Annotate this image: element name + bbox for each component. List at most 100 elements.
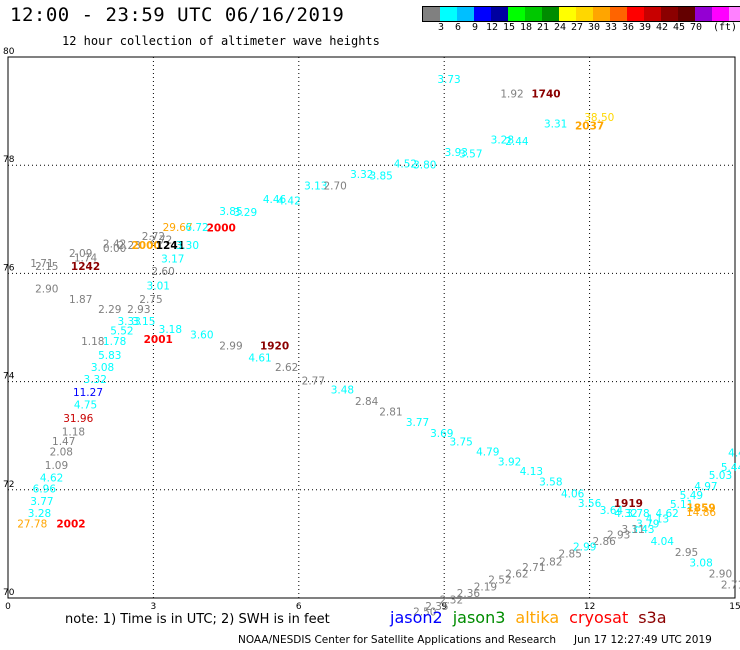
wave-height-label: 3.64 <box>600 505 624 517</box>
wave-height-label: 3.29 <box>234 207 257 219</box>
wave-height-label: 3.92 <box>498 456 521 468</box>
wave-height-label: 3.48 <box>331 385 354 397</box>
wave-height-label: 31.96 <box>63 413 93 425</box>
color-scale-label: 18 <box>519 22 533 33</box>
wave-height-label: 3.85 <box>369 170 392 182</box>
wave-height-label: 2.99 <box>573 541 596 553</box>
wave-height-label: 2.72 <box>149 235 172 247</box>
y-tick-label: 76 <box>3 263 15 273</box>
wave-height-label: 2.29 <box>98 304 121 316</box>
wave-height-label: 3.43 <box>631 524 654 536</box>
wave-height-label: 2.93 <box>127 304 150 316</box>
wave-height-label: 4.62 <box>40 473 63 485</box>
color-swatch <box>644 7 661 21</box>
wave-height-label: 14.86 <box>686 507 716 519</box>
wave-height-label: 1.71 <box>30 258 53 270</box>
color-scale-labels: 3 6 9 12 15 18 21 24 27 30 33 36 39 42 45 70 (ft) <box>422 22 740 36</box>
wave-height-label: 4.97 <box>694 481 717 493</box>
wave-height-label: 5.52 <box>110 326 133 338</box>
color-swatch <box>678 7 695 21</box>
wave-height-label: 4.13 <box>520 466 543 478</box>
wave-height-label: 2.09 <box>69 248 92 260</box>
wave-height-label: 2.15 <box>35 261 58 273</box>
wave-height-label: 3.85 <box>219 206 242 218</box>
wave-height-label: 2.84 <box>355 396 379 408</box>
y-tick-label: 80 <box>3 47 15 57</box>
satellite-legend-s3a: s3a <box>638 608 667 627</box>
wave-height-label: 29.67 <box>163 222 193 234</box>
wave-height-label: 4.52 <box>394 158 417 170</box>
wave-height-label: 3.18 <box>159 324 182 336</box>
satellite-legend-jason2: jason2 <box>390 608 443 627</box>
pass-time-label: 1242 <box>71 261 100 273</box>
color-scale-label: 9 <box>471 22 479 33</box>
color-scale-label: 42 <box>655 22 669 33</box>
y-tick-label: 74 <box>3 372 15 382</box>
pass-time-label: 2000 <box>132 240 161 252</box>
wave-height-label: 2.85 <box>559 548 582 560</box>
color-swatch <box>423 7 440 21</box>
wave-height-label: 2.93 <box>607 529 630 541</box>
wave-height-label: 2.35 <box>425 601 448 613</box>
footer: NOAA/NESDIS Center for Satellite Applica… <box>238 634 712 646</box>
satellite-legend-cryosat: cryosat <box>569 608 629 627</box>
wave-height-label: 2.62 <box>275 362 298 374</box>
wave-height-label: 3.01 <box>147 281 170 293</box>
wave-height-label: 3.32 <box>350 169 373 181</box>
wave-height-label: 4.42 <box>277 196 300 208</box>
color-scale-label: 12 <box>485 22 499 33</box>
chart-note: note: 1) Time is in UTC; 2) SWH is in fe… <box>65 612 330 627</box>
wave-height-label: 27.78 <box>17 519 47 531</box>
wave-height-label: 3.75 <box>449 436 472 448</box>
color-scale-bar <box>422 6 740 22</box>
wave-height-label: 3.28 <box>491 135 514 147</box>
color-scale-label: 6 <box>454 22 462 33</box>
wave-height-label: 5.11 <box>670 499 693 511</box>
color-swatch <box>712 7 729 21</box>
wave-height-label: 2.62 <box>505 568 528 580</box>
wave-height-label: 3.33 <box>117 316 140 328</box>
color-scale-label: 70 <box>689 22 703 33</box>
wave-height-label: 3.15 <box>132 316 155 328</box>
color-scale-label: 15 <box>502 22 516 33</box>
wave-height-label: 2.50 <box>413 606 436 618</box>
wave-height-label: 38.50 <box>584 112 614 124</box>
color-scale-label: 45 <box>672 22 686 33</box>
satellite-legend-altika: altika <box>515 608 560 627</box>
wave-height-label: 1.74 <box>74 252 98 264</box>
wave-height-label: 1.18 <box>62 427 85 439</box>
wave-height-label: 3.08 <box>91 362 114 374</box>
y-tick-label: 70 <box>3 588 15 598</box>
x-tick-label: 3 <box>151 602 157 612</box>
pass-time-label: 2000 <box>207 223 236 235</box>
satellite-legend-jason3: jason3 <box>452 608 506 627</box>
wave-height-label: 2.42 <box>103 238 126 250</box>
wave-height-label: 2.71 <box>721 579 740 591</box>
wave-height-label: 2.52 <box>488 574 511 586</box>
pass-time-label: 2037 <box>575 120 604 132</box>
wave-height-label: 2.99 <box>219 341 242 353</box>
wave-height-label: 4.13 <box>646 513 669 525</box>
color-swatch <box>542 7 559 21</box>
color-scale-label: 39 <box>638 22 652 33</box>
wave-height-label: 3.69 <box>430 428 453 440</box>
wave-height-label: 1.18 <box>81 336 104 348</box>
wave-height-label: 4.48 <box>728 447 740 459</box>
wave-height-label: 2.75 <box>139 294 162 306</box>
color-swatch <box>593 7 610 21</box>
wave-height-label: 1.92 <box>500 89 523 101</box>
wave-height-label: 2.70 <box>323 181 346 193</box>
x-tick-label: 9 <box>441 602 447 612</box>
wave-height-label: 4.62 <box>655 508 678 520</box>
wave-height-label: 0.00 <box>103 243 126 255</box>
plot-frame <box>7 56 736 599</box>
x-tick-label: 6 <box>296 602 302 612</box>
wave-height-label: 2.72 <box>142 231 165 243</box>
wave-height-label: 3.28 <box>28 508 51 520</box>
color-swatch <box>457 7 474 21</box>
wave-height-label: 3.79 <box>636 519 659 531</box>
wave-height-label: 2.71 <box>522 562 545 574</box>
wave-height-label: 3.11 <box>622 524 645 536</box>
page-title: 12:00 - 23:59 UTC 06/16/2019 <box>10 4 345 26</box>
wave-height-label: 3.57 <box>459 149 482 161</box>
